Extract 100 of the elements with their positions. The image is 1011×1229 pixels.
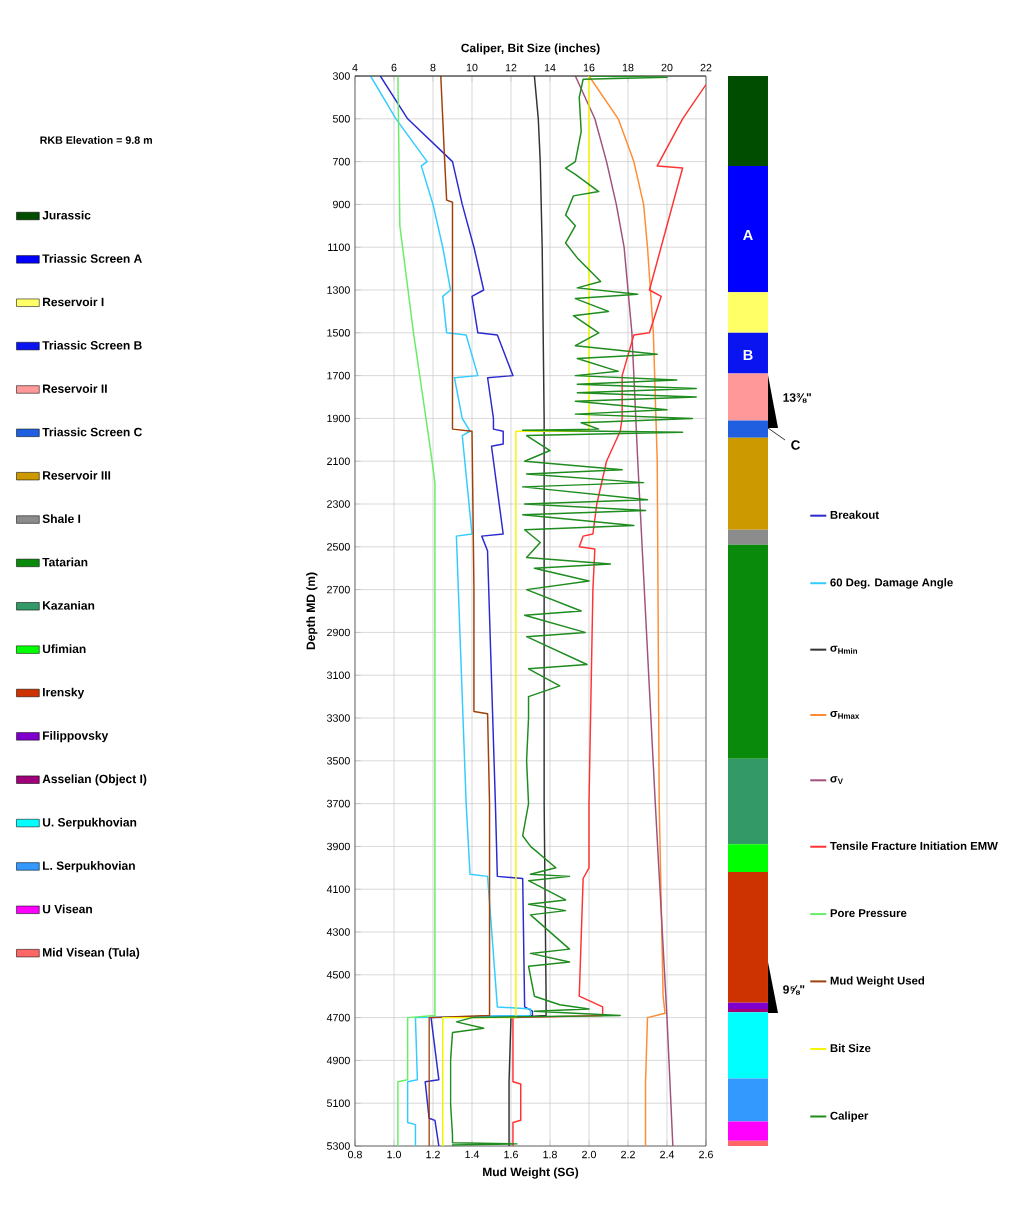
- legend-label: σ$_{V}$: [830, 776, 843, 785]
- bar: [727, 165, 768, 293]
- legend-label: Tensile Fracture Initiation EMW: [830, 841, 998, 850]
- y-tick-label: 3100: [326, 671, 350, 679]
- legend-label: Ufimian: [42, 644, 86, 654]
- y-tick-label: 1900: [327, 414, 350, 423]
- x2-tick-label: 20: [661, 63, 673, 72]
- legend-label: Breakout: [830, 510, 879, 519]
- line-series: [428, 76, 491, 1147]
- y-tick-label: 500: [332, 115, 350, 123]
- line-series: [397, 76, 436, 1147]
- x2-tick-label: 14: [544, 63, 556, 72]
- bar: [727, 1140, 768, 1147]
- y-tick-label: 2500: [327, 543, 350, 551]
- x-tick-label: 2.4: [660, 1150, 675, 1159]
- x2-tick-label: 22: [700, 63, 712, 72]
- bar: [727, 1002, 768, 1010]
- legend-label: σ$_{Hmin}$: [830, 645, 858, 654]
- annotation: C: [791, 440, 800, 450]
- bar: [727, 872, 768, 1003]
- legend-label: Kazanian: [43, 600, 95, 610]
- x-tick-label: 0.8: [348, 1150, 362, 1159]
- y-tick-label: 4700: [326, 1013, 350, 1022]
- legend-label: Triassic Screen A: [42, 254, 142, 263]
- y-tick-label: 4100: [326, 885, 350, 893]
- y-tick-label: 2900: [327, 628, 350, 637]
- x2-tick-label: 18: [622, 63, 634, 72]
- bar: [727, 1121, 768, 1141]
- legend-label: Asselian (Object I): [42, 774, 147, 786]
- x-tick-label: 2.0: [582, 1150, 596, 1159]
- line-series: [574, 76, 674, 1147]
- legend-label: Reservoir III: [43, 470, 111, 480]
- legend-label: Reservoir I: [43, 297, 104, 307]
- legend-label: Jurassic: [42, 210, 91, 220]
- y-tick-label: 3500: [326, 757, 350, 765]
- annotation: B: [743, 349, 753, 361]
- y-tick-label: 3300: [326, 714, 350, 722]
- legend-label: Triassic Screen B: [42, 340, 142, 350]
- y-tick-label: 1700: [327, 371, 350, 380]
- annotation: 9⅝": [783, 985, 805, 995]
- legend-label: Caliper: [830, 1111, 869, 1122]
- legend-label: 60 Deg. Damage Angle: [830, 578, 953, 589]
- bar: [727, 292, 768, 333]
- y-tick-label: 1300: [327, 286, 350, 294]
- x2-axis-title: Caliper, Bit Size (inches): [461, 43, 600, 55]
- legend-label: Reservoir II: [43, 384, 107, 393]
- y-tick-label: 300: [332, 72, 350, 80]
- y-tick-label: 3700: [326, 799, 350, 808]
- annotation: A: [743, 229, 753, 241]
- y-tick-label: 2300: [327, 500, 350, 508]
- legend-label: Mid Visean (Tula): [43, 947, 140, 959]
- legend-label: Bit Size: [830, 1043, 871, 1053]
- bar: [727, 544, 768, 759]
- legend-label: Irensky: [43, 687, 85, 699]
- annotation: 13⅜": [783, 393, 811, 403]
- x-tick-label: 1.4: [465, 1150, 480, 1159]
- bar: [727, 1009, 768, 1013]
- legend-label: Mud Weight Used: [830, 976, 925, 987]
- y-tick-label: 4500: [326, 971, 350, 979]
- x2-tick-label: 10: [466, 63, 478, 72]
- line-series: [508, 76, 547, 1147]
- legend-label: U. Serpukhovian: [42, 817, 137, 829]
- y-tick-label: 1500: [327, 329, 350, 337]
- y-axis-title: Depth MD (m): [306, 572, 318, 650]
- x2-tick-label: 6: [391, 63, 397, 72]
- x-tick-label: 1.2: [426, 1150, 440, 1159]
- y-tick-label: 2700: [327, 585, 350, 594]
- legend-label: Tatarian: [42, 557, 88, 567]
- y-tick-label: 5300: [326, 1142, 350, 1150]
- x-tick-label: 2.2: [621, 1150, 635, 1159]
- text: RKB Elevation = 9.8 m: [40, 136, 152, 144]
- y-tick-label: 2100: [327, 457, 350, 465]
- bar: [727, 437, 768, 530]
- y-tick-label: 4300: [326, 928, 350, 936]
- legend-label: Filippovsky: [43, 731, 109, 743]
- bar: [727, 844, 768, 873]
- x2-tick-label: 12: [505, 63, 517, 72]
- legend-label: σ$_{Hmax}$: [830, 710, 860, 719]
- legend-label: Triassic Screen C: [42, 427, 142, 437]
- line-series: [512, 83, 706, 1147]
- y-tick-label: 1100: [328, 243, 350, 251]
- bar: [727, 332, 768, 374]
- y-tick-label: 5100: [326, 1099, 350, 1107]
- x2-tick-label: 8: [430, 63, 436, 72]
- bar: [727, 529, 768, 545]
- y-tick-label: 900: [332, 200, 350, 209]
- legend-label: Pore Pressure: [830, 909, 907, 918]
- bar: [727, 1078, 768, 1122]
- bar: [727, 76, 768, 166]
- x-axis-title: Mud Weight (SG): [483, 1167, 579, 1179]
- x-tick-label: 2.6: [699, 1150, 713, 1159]
- bar: [727, 1012, 768, 1079]
- x-tick-label: 1.6: [504, 1150, 518, 1159]
- x2-tick-label: 16: [583, 63, 595, 72]
- legend-label: U Visean: [42, 904, 92, 914]
- x-tick-label: 1.0: [387, 1150, 401, 1159]
- bar: [727, 420, 768, 438]
- bar: [727, 758, 768, 845]
- y-tick-label: 700: [333, 157, 350, 166]
- y-tick-label: 3900: [326, 842, 350, 851]
